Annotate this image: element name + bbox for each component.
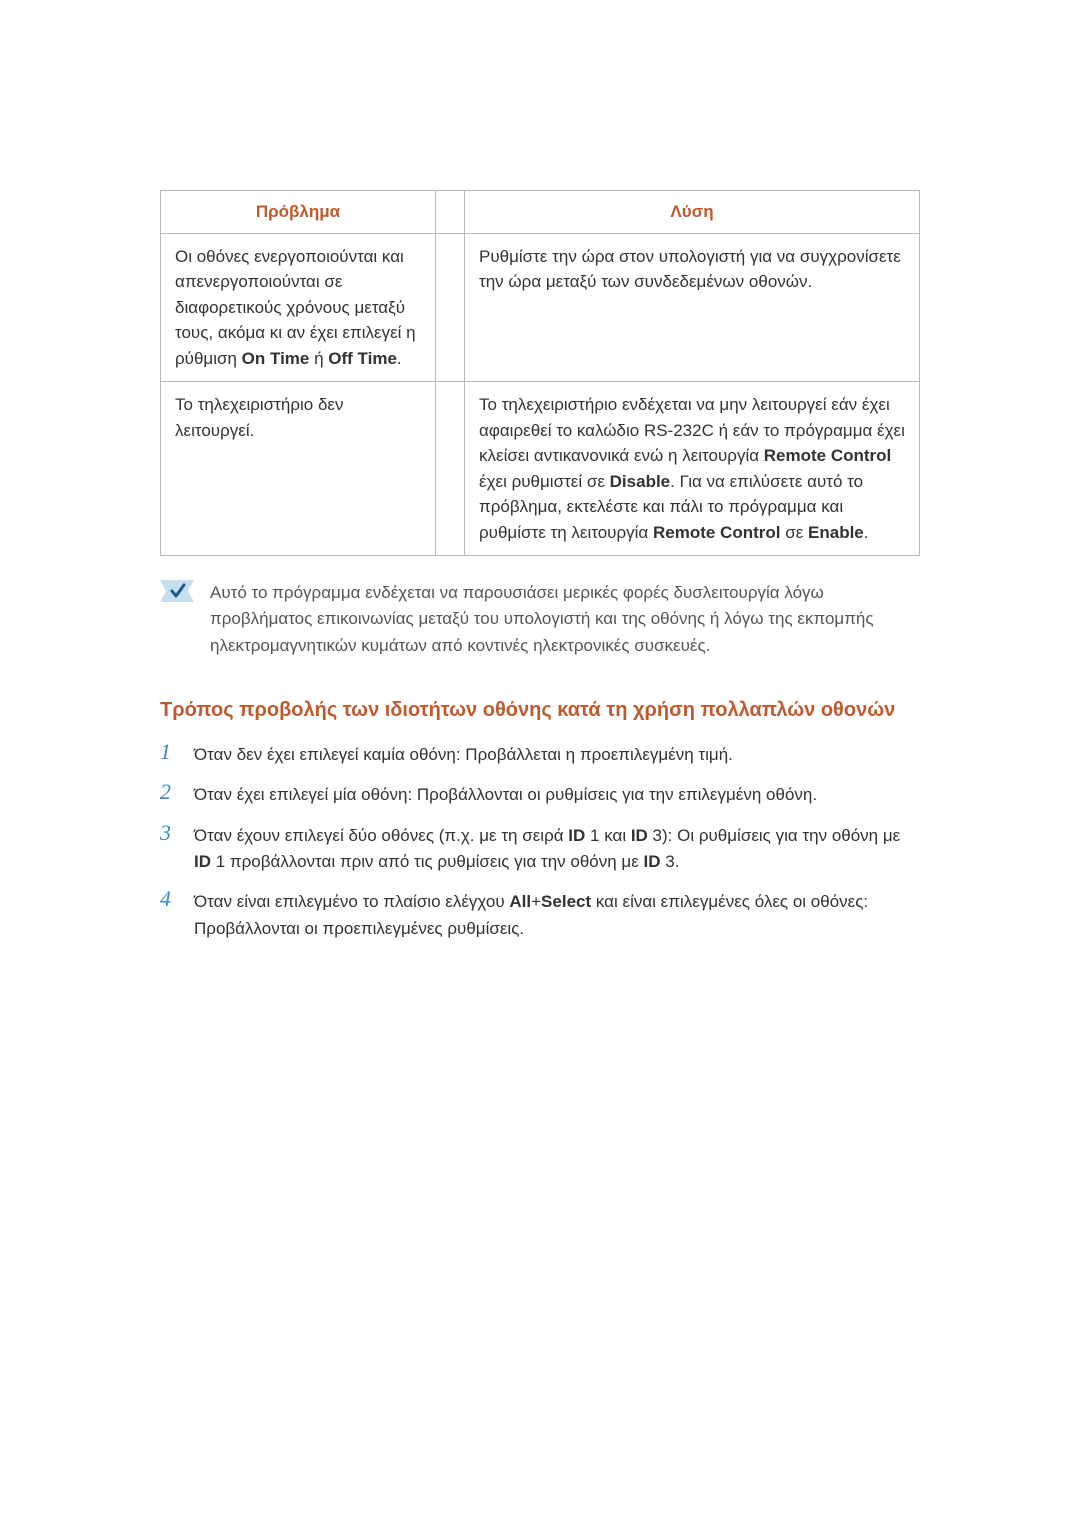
gap-cell bbox=[436, 233, 465, 382]
step-text: Όταν έχει επιλεγεί μία οθόνη: Προβάλλοντ… bbox=[194, 780, 920, 808]
note-block: Αυτό το πρόγραμμα ενδέχεται να παρουσιάσ… bbox=[160, 580, 920, 659]
bold: Remote Control bbox=[764, 446, 892, 465]
header-gap bbox=[436, 191, 465, 234]
header-problem: Πρόβλημα bbox=[161, 191, 436, 234]
text: 1 προβάλλονται πριν από τις ρυθμίσεις γι… bbox=[211, 852, 644, 871]
table-row: Οι οθόνες ενεργοποιούνται και απενεργοπο… bbox=[161, 233, 920, 382]
step-number: 4 bbox=[160, 887, 194, 911]
steps-list: 1 Όταν δεν έχει επιλεγεί καμία οθόνη: Πρ… bbox=[160, 740, 920, 942]
bold: Enable bbox=[808, 523, 864, 542]
note-icon bbox=[160, 580, 196, 604]
list-item: 4 Όταν είναι επιλεγμένο το πλαίσιο ελέγχ… bbox=[160, 887, 920, 942]
text: . bbox=[397, 349, 402, 368]
step-text: Όταν δεν έχει επιλεγεί καμία οθόνη: Προβ… bbox=[194, 740, 920, 768]
text: ή bbox=[309, 349, 328, 368]
solution-cell: Ρυθμίστε την ώρα στον υπολογιστή για να … bbox=[465, 233, 920, 382]
step-number: 1 bbox=[160, 740, 194, 764]
text: 3. bbox=[661, 852, 680, 871]
bold: Select bbox=[541, 892, 591, 911]
problem-cell: Οι οθόνες ενεργοποιούνται και απενεργοπο… bbox=[161, 233, 436, 382]
bold: ID bbox=[568, 826, 585, 845]
header-solution: Λύση bbox=[465, 191, 920, 234]
note-text: Αυτό το πρόγραμμα ενδέχεται να παρουσιάσ… bbox=[210, 580, 920, 659]
step-text: Όταν είναι επιλεγμένο το πλαίσιο ελέγχου… bbox=[194, 887, 920, 942]
text: . bbox=[864, 523, 869, 542]
list-item: 3 Όταν έχουν επιλεγεί δύο οθόνες (π.χ. μ… bbox=[160, 821, 920, 876]
bold: On Time bbox=[242, 349, 310, 368]
gap-cell bbox=[436, 382, 465, 556]
step-number: 3 bbox=[160, 821, 194, 845]
text: Όταν έχουν επιλεγεί δύο οθόνες (π.χ. με … bbox=[194, 826, 568, 845]
bold: Disable bbox=[610, 472, 670, 491]
list-item: 1 Όταν δεν έχει επιλεγεί καμία οθόνη: Πρ… bbox=[160, 740, 920, 768]
bold: ID bbox=[194, 852, 211, 871]
bold: Off Time bbox=[328, 349, 397, 368]
text: 1 και bbox=[585, 826, 631, 845]
bold: All bbox=[509, 892, 531, 911]
text: Όταν είναι επιλεγμένο το πλαίσιο ελέγχου bbox=[194, 892, 509, 911]
solution-cell: Το τηλεχειριστήριο ενδέχεται να μην λειτ… bbox=[465, 382, 920, 556]
table-row: Το τηλεχειριστήριο δεν λειτουργεί. Το τη… bbox=[161, 382, 920, 556]
text: έχει ρυθμιστεί σε bbox=[479, 472, 610, 491]
bold: ID bbox=[644, 852, 661, 871]
bold: Remote Control bbox=[653, 523, 781, 542]
list-item: 2 Όταν έχει επιλεγεί μία οθόνη: Προβάλλο… bbox=[160, 780, 920, 808]
text: σε bbox=[780, 523, 808, 542]
step-number: 2 bbox=[160, 780, 194, 804]
troubleshooting-table: Πρόβλημα Λύση Οι οθόνες ενεργοποιούνται … bbox=[160, 190, 920, 556]
text: + bbox=[531, 892, 541, 911]
text: 3): Οι ρυθμίσεις για την οθόνη με bbox=[648, 826, 900, 845]
bold: ID bbox=[631, 826, 648, 845]
section-title: Τρόπος προβολής των ιδιοτήτων οθόνης κατ… bbox=[160, 699, 920, 722]
problem-cell: Το τηλεχειριστήριο δεν λειτουργεί. bbox=[161, 382, 436, 556]
step-text: Όταν έχουν επιλεγεί δύο οθόνες (π.χ. με … bbox=[194, 821, 920, 876]
